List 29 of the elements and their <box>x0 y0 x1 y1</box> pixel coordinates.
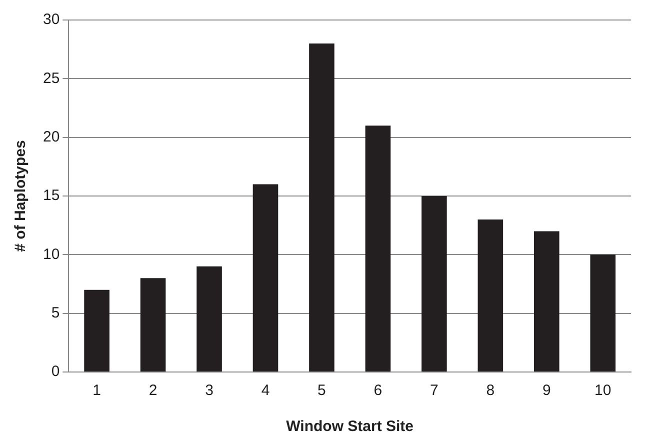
y-tick-label: 30 <box>42 11 60 28</box>
y-tick-label: 15 <box>42 187 60 204</box>
y-tick-label: 5 <box>51 304 60 322</box>
x-tick-label: 5 <box>318 382 326 400</box>
x-tick-label: 3 <box>205 382 214 400</box>
x-tick-label: 7 <box>430 382 438 400</box>
y-axis-title: # of Haplotypes <box>12 140 30 252</box>
bar <box>478 219 504 372</box>
x-axis-title: Window Start Site <box>286 418 414 436</box>
y-tick-label: 20 <box>42 128 60 146</box>
bar <box>365 126 391 372</box>
x-tick-label: 6 <box>374 382 382 400</box>
y-tick-label: 0 <box>51 363 60 380</box>
bar <box>309 43 334 372</box>
x-tick-label: 9 <box>542 382 551 400</box>
bar <box>84 290 110 372</box>
x-tick-label: 1 <box>92 382 101 400</box>
bar <box>534 231 560 372</box>
x-tick-label: 10 <box>594 382 612 400</box>
bar <box>422 196 447 372</box>
x-tick-label: 8 <box>486 382 495 400</box>
x-tick-label: 2 <box>148 382 158 400</box>
bar <box>590 254 616 372</box>
y-tick-label: 10 <box>42 246 60 263</box>
bar <box>196 266 222 372</box>
y-tick-label: 25 <box>42 70 60 87</box>
x-tick-label: 4 <box>261 382 270 400</box>
bar <box>140 278 166 372</box>
bar <box>252 184 278 372</box>
